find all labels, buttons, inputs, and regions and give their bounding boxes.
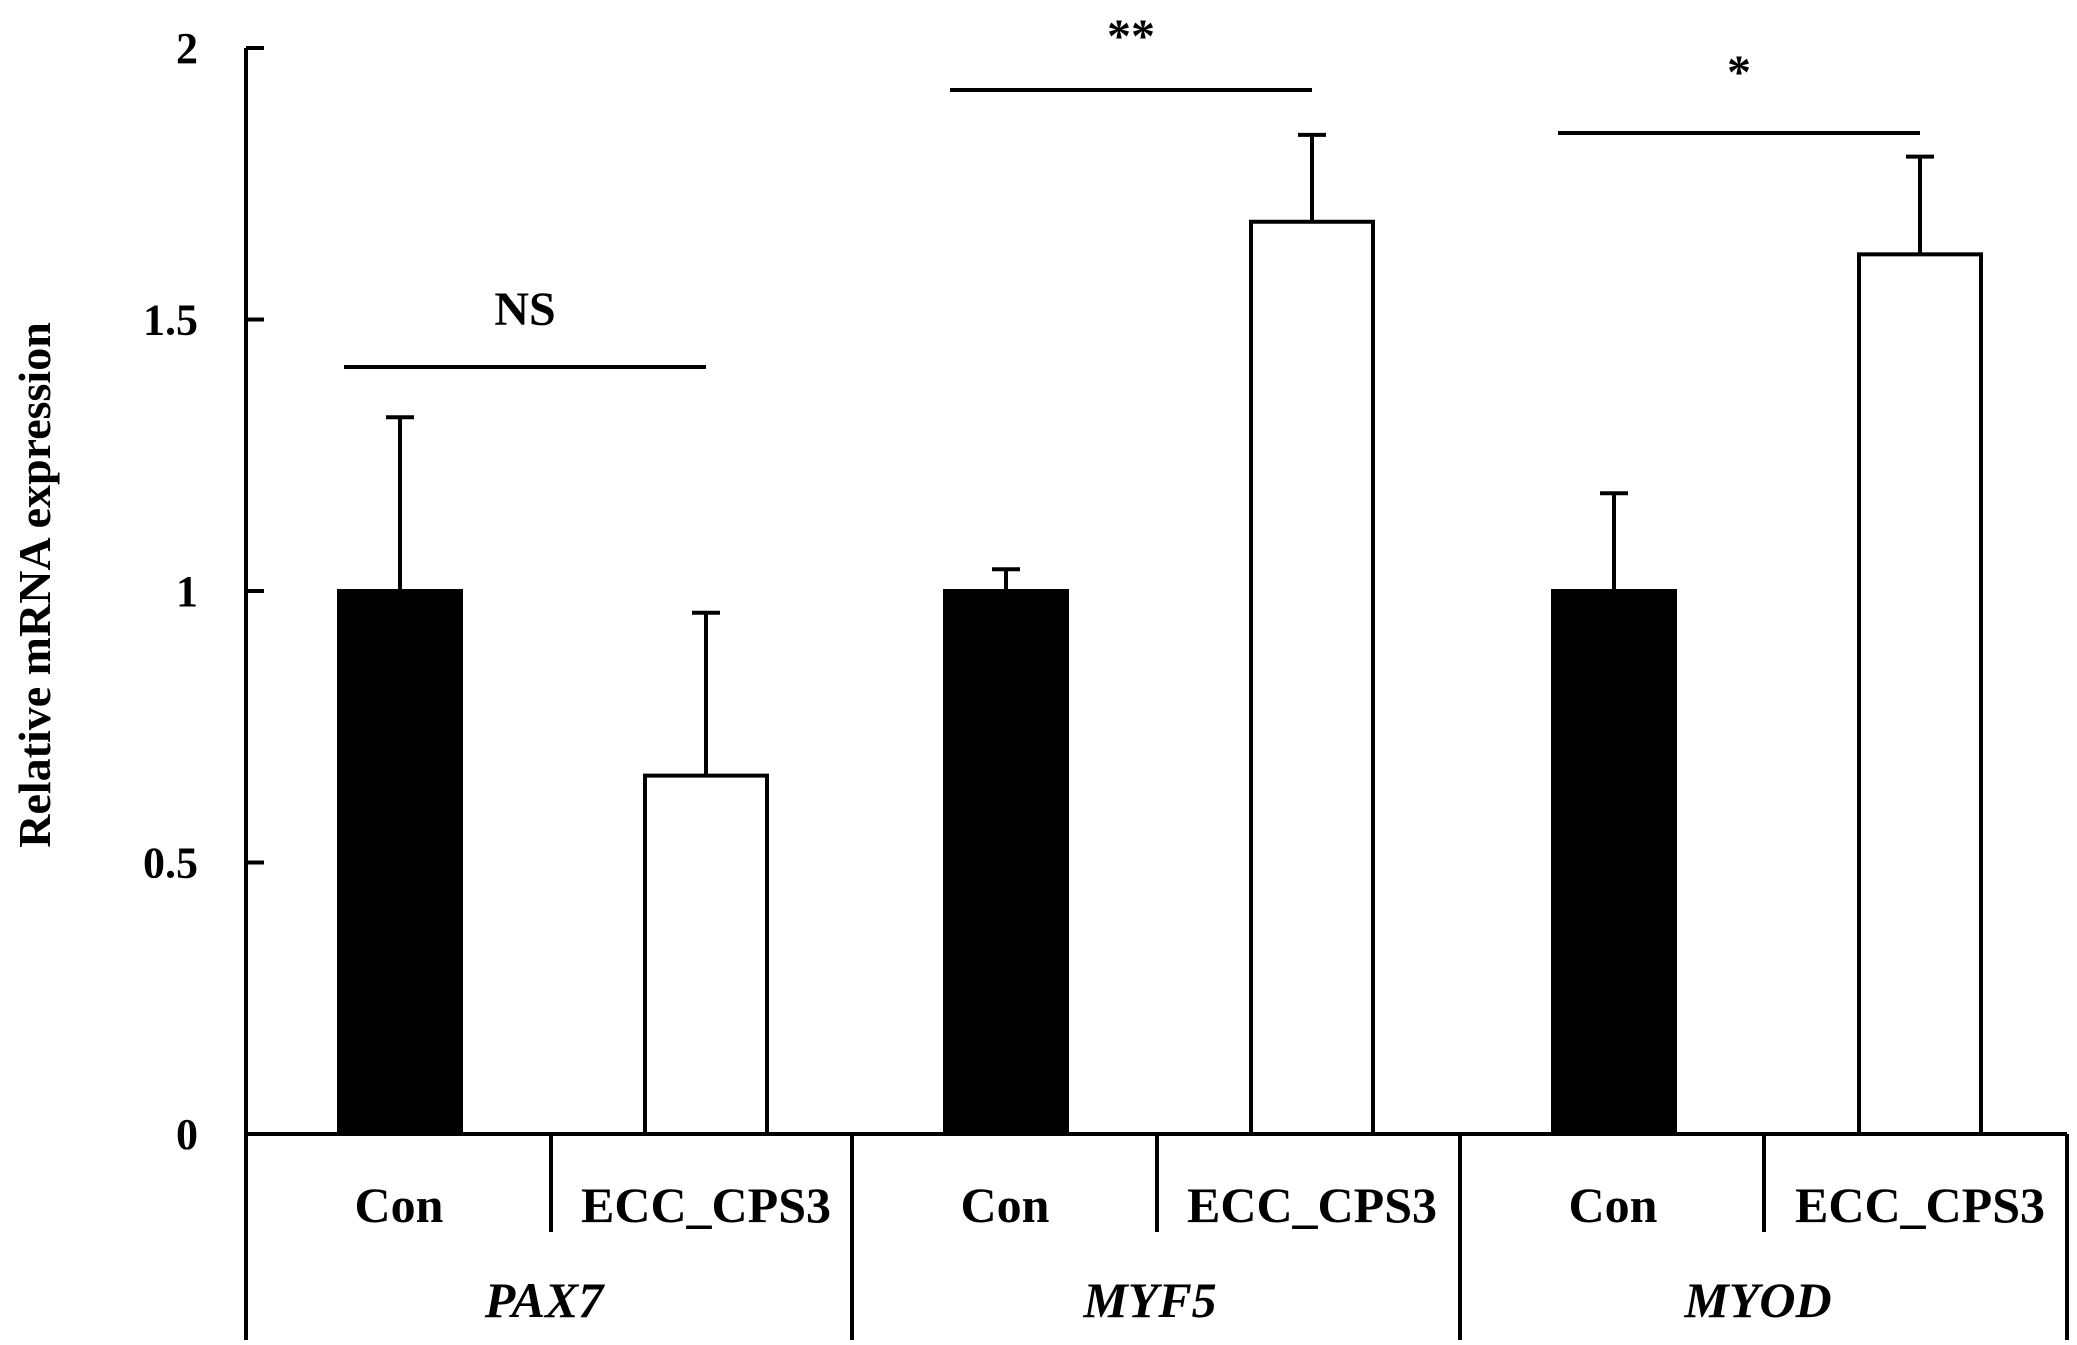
x-axis: Con ECC_CPS3 PAX7 Con ECC_CPS3 MYF5 Con ECC_CPS… — [246, 1132, 2069, 1340]
significance-label: NS — [494, 283, 555, 336]
bar-myf5-con — [943, 589, 1069, 1136]
y-tick-label: 2 — [176, 24, 198, 73]
significance-label: * — [1727, 46, 1751, 99]
significance-annotations: NS*** — [344, 10, 1920, 369]
bar-pax7-ecc-cps3 — [643, 773, 769, 1136]
category-label: Con — [355, 1177, 444, 1233]
significance-label: ** — [1107, 10, 1155, 63]
category-label: Con — [1569, 1177, 1658, 1233]
bar-myod-ecc-cps3 — [1857, 252, 1983, 1136]
y-tick-label: 1 — [176, 567, 198, 616]
category-label: ECC_CPS3 — [1795, 1177, 2045, 1233]
bars — [337, 219, 1983, 1136]
bar-pax7-con — [337, 589, 463, 1136]
y-axis: 0 0.5 1 1.5 2 — [143, 24, 264, 1340]
error-bars — [386, 132, 1934, 776]
bar-myf5-ecc-cps3 — [1249, 219, 1375, 1136]
bar-myod-con — [1551, 589, 1677, 1136]
category-label: ECC_CPS3 — [1187, 1177, 1437, 1233]
y-axis-title: Relative mRNA expression — [9, 322, 60, 848]
category-label: Con — [961, 1177, 1050, 1233]
y-tick-label: 0 — [176, 1110, 198, 1159]
y-tick-label: 0.5 — [143, 839, 198, 888]
category-label: ECC_CPS3 — [581, 1177, 831, 1233]
gene-label: MYOD — [1683, 1272, 1831, 1328]
y-tick-label: 1.5 — [143, 296, 198, 345]
gene-label: MYF5 — [1082, 1272, 1216, 1328]
gene-label: PAX7 — [484, 1272, 606, 1328]
